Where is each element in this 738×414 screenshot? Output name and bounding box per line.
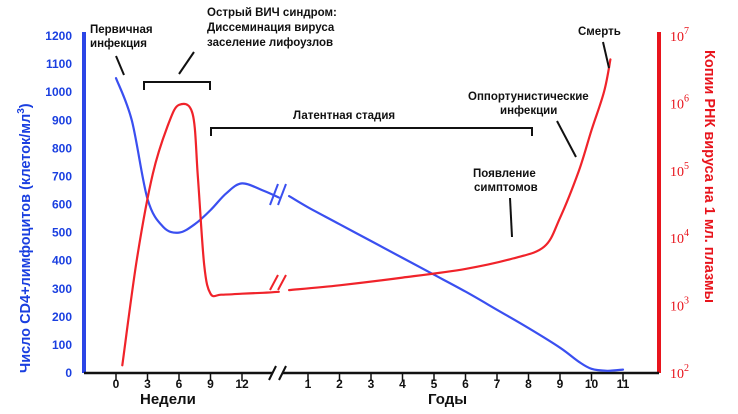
left-tick-label: 200	[52, 310, 72, 324]
annotation-acute-syndrome: Острый ВИЧ синдром: Диссеминация вируса …	[207, 7, 340, 49]
acute-syndrome-bracket	[143, 81, 211, 90]
blue-curve-break-mark	[269, 183, 287, 206]
year-tick-label: 4	[399, 377, 406, 391]
left-tick-label: 1000	[45, 85, 72, 99]
annotation-latent-stage: Латентная стадия	[293, 110, 395, 122]
week-tick-label: 9	[207, 377, 214, 391]
year-tick-label: 7	[494, 377, 501, 391]
week-tick-label: 3	[144, 377, 151, 391]
series-layer	[114, 58, 625, 372]
acute-syndrome-pointer	[178, 51, 195, 75]
cd4-count-line-segment-1	[114, 77, 280, 234]
left-tick-label: 1200	[45, 29, 72, 43]
viral-load-line-segment-1	[121, 102, 280, 367]
year-tick-label: 8	[525, 377, 532, 391]
left-tick-label: 800	[52, 141, 72, 155]
right-axis-ticks: 102 103 104 105 106 107	[670, 26, 689, 382]
primary-infection-pointer	[115, 55, 125, 76]
left-tick-label: 900	[52, 113, 72, 127]
annotation-symptoms: Появление симптомов	[473, 168, 539, 194]
annotation-opportunistic-infections: Оппортунистические инфекции	[468, 91, 592, 117]
left-tick-label: 1100	[46, 57, 72, 71]
left-tick-label: 600	[52, 198, 72, 212]
left-tick-label: 400	[52, 254, 72, 268]
x-axis-break-mark	[268, 365, 287, 381]
year-tick-label: 6	[462, 377, 469, 391]
left-tick-label: 700	[52, 169, 72, 183]
year-tick-label: 2	[336, 377, 343, 391]
right-tick-label: 103	[670, 296, 689, 315]
cd4-count-line-segment-2	[288, 195, 625, 372]
left-tick-label: 300	[52, 282, 72, 296]
viral-load-line-segment-2	[288, 58, 612, 292]
week-tick-label: 6	[176, 377, 183, 391]
right-axis-title: Копии РНК вируса на 1 мл. плазмы	[701, 50, 717, 303]
right-tick-label: 105	[670, 161, 689, 180]
year-tick-label: 5	[431, 377, 438, 391]
right-tick-label: 102	[670, 363, 689, 382]
left-axis-ticks: 0 100 200 300 400 500 600 700 800 900 1000 1100 1200	[45, 29, 72, 380]
opportunistic-pointer	[556, 120, 577, 158]
red-curve-break-mark	[269, 274, 287, 291]
annotation-primary-infection: Первичная инфекция	[90, 24, 156, 50]
left-tick-label: 0	[65, 366, 72, 380]
x-axis-ticks: 0 3 6 9 12 1 2 3 4 5 6 7 8 9 10 11	[113, 373, 630, 391]
right-tick-label: 104	[670, 228, 689, 247]
x-group-label-years: Годы	[428, 391, 467, 408]
left-tick-label: 100	[52, 338, 72, 352]
year-tick-label: 1	[305, 377, 312, 391]
year-tick-label: 10	[585, 377, 599, 391]
symptoms-pointer	[509, 197, 513, 238]
x-group-label-weeks: Недели	[140, 391, 196, 408]
year-tick-label: 11	[617, 377, 630, 391]
left-tick-label: 500	[52, 226, 72, 240]
death-pointer	[602, 41, 610, 69]
week-tick-label: 0	[113, 377, 120, 391]
annotation-death: Смерть	[578, 26, 621, 38]
right-tick-label: 107	[670, 26, 689, 45]
year-tick-label: 9	[557, 377, 564, 391]
week-tick-label: 12	[235, 377, 249, 391]
left-axis-title: Число CD4+лимфоцитов (клеток/мл3)	[16, 103, 34, 373]
latent-stage-bracket	[210, 127, 533, 136]
right-tick-label: 106	[670, 93, 689, 112]
year-tick-label: 3	[368, 377, 375, 391]
